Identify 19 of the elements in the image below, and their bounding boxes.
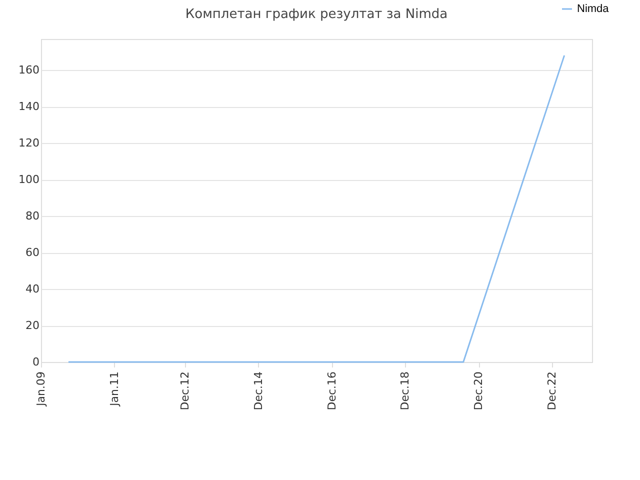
y-tick-label: 20 xyxy=(26,319,40,332)
x-tick-label: Dec.22 xyxy=(546,372,559,410)
y-tick-label: 40 xyxy=(26,282,40,296)
y-tick-label: 80 xyxy=(26,210,40,223)
chart-title: Комплетан график резултат за Nimda xyxy=(185,7,448,22)
y-tick-label: 140 xyxy=(18,100,40,114)
y-tick-label: 0 xyxy=(32,356,40,368)
y-tick-label: 100 xyxy=(18,173,40,186)
x-tick-label: Dec.14 xyxy=(252,372,265,410)
x-tick-label: Dec.20 xyxy=(472,372,486,410)
x-tick-label: Dec.12 xyxy=(178,372,192,410)
legend-label: Nimda xyxy=(577,3,610,15)
x-tick-label: Dec.16 xyxy=(325,372,338,410)
x-tick-label: Jan.09 xyxy=(34,372,48,407)
x-tick-label: Jan.11 xyxy=(108,372,121,407)
y-tick-label: 120 xyxy=(18,136,40,150)
y-tick-label: 60 xyxy=(26,246,40,260)
x-tick-label: Dec.18 xyxy=(398,372,412,410)
y-tick-label: 160 xyxy=(18,64,40,77)
